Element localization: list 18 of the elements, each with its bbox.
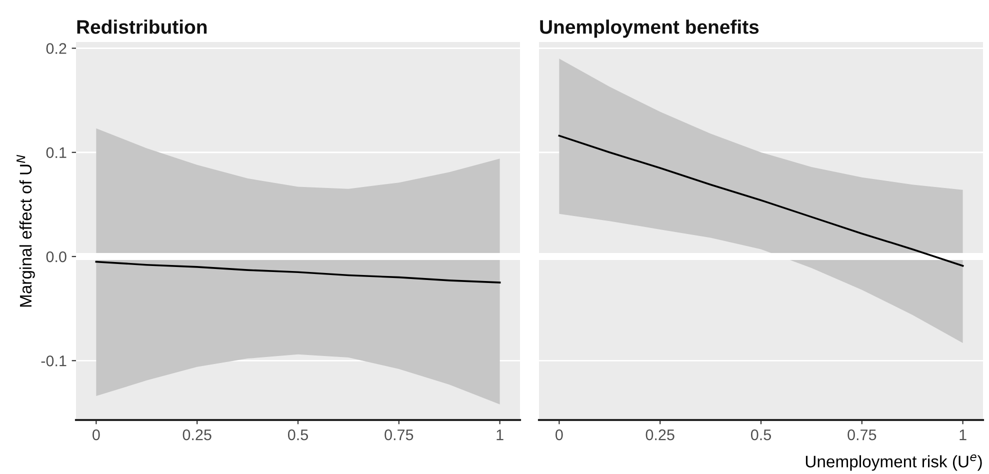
- y-tick-label: 0.2: [46, 43, 66, 54]
- y-tick-label: 0.0: [46, 251, 66, 262]
- chart-title: Redistribution: [77, 20, 207, 34]
- x-tick-label: 0.25: [182, 429, 212, 440]
- x-tick-label: 0.75: [384, 429, 414, 440]
- x-tick-label: 0.25: [646, 429, 674, 440]
- x-tick-label: 0.5: [288, 429, 308, 440]
- y-axis-title: Marginal effect of U$^{N}$: [16, 154, 35, 307]
- x-tick-label: 0.5: [750, 429, 771, 440]
- y-tick-label: 0.1: [46, 147, 66, 158]
- x-tick-label: 1: [960, 430, 966, 440]
- y-tick-label: -0.1: [41, 356, 66, 366]
- x-tick-label: 0: [92, 429, 100, 440]
- x-tick-label: 0.75: [848, 429, 876, 440]
- x-axis-title: Unemployment risk (U$^{e}$): [806, 454, 982, 471]
- x-tick-label: 0: [556, 429, 563, 440]
- x-tick-label: 1: [496, 430, 504, 440]
- chart-title: Unemployment benefits: [540, 20, 759, 38]
